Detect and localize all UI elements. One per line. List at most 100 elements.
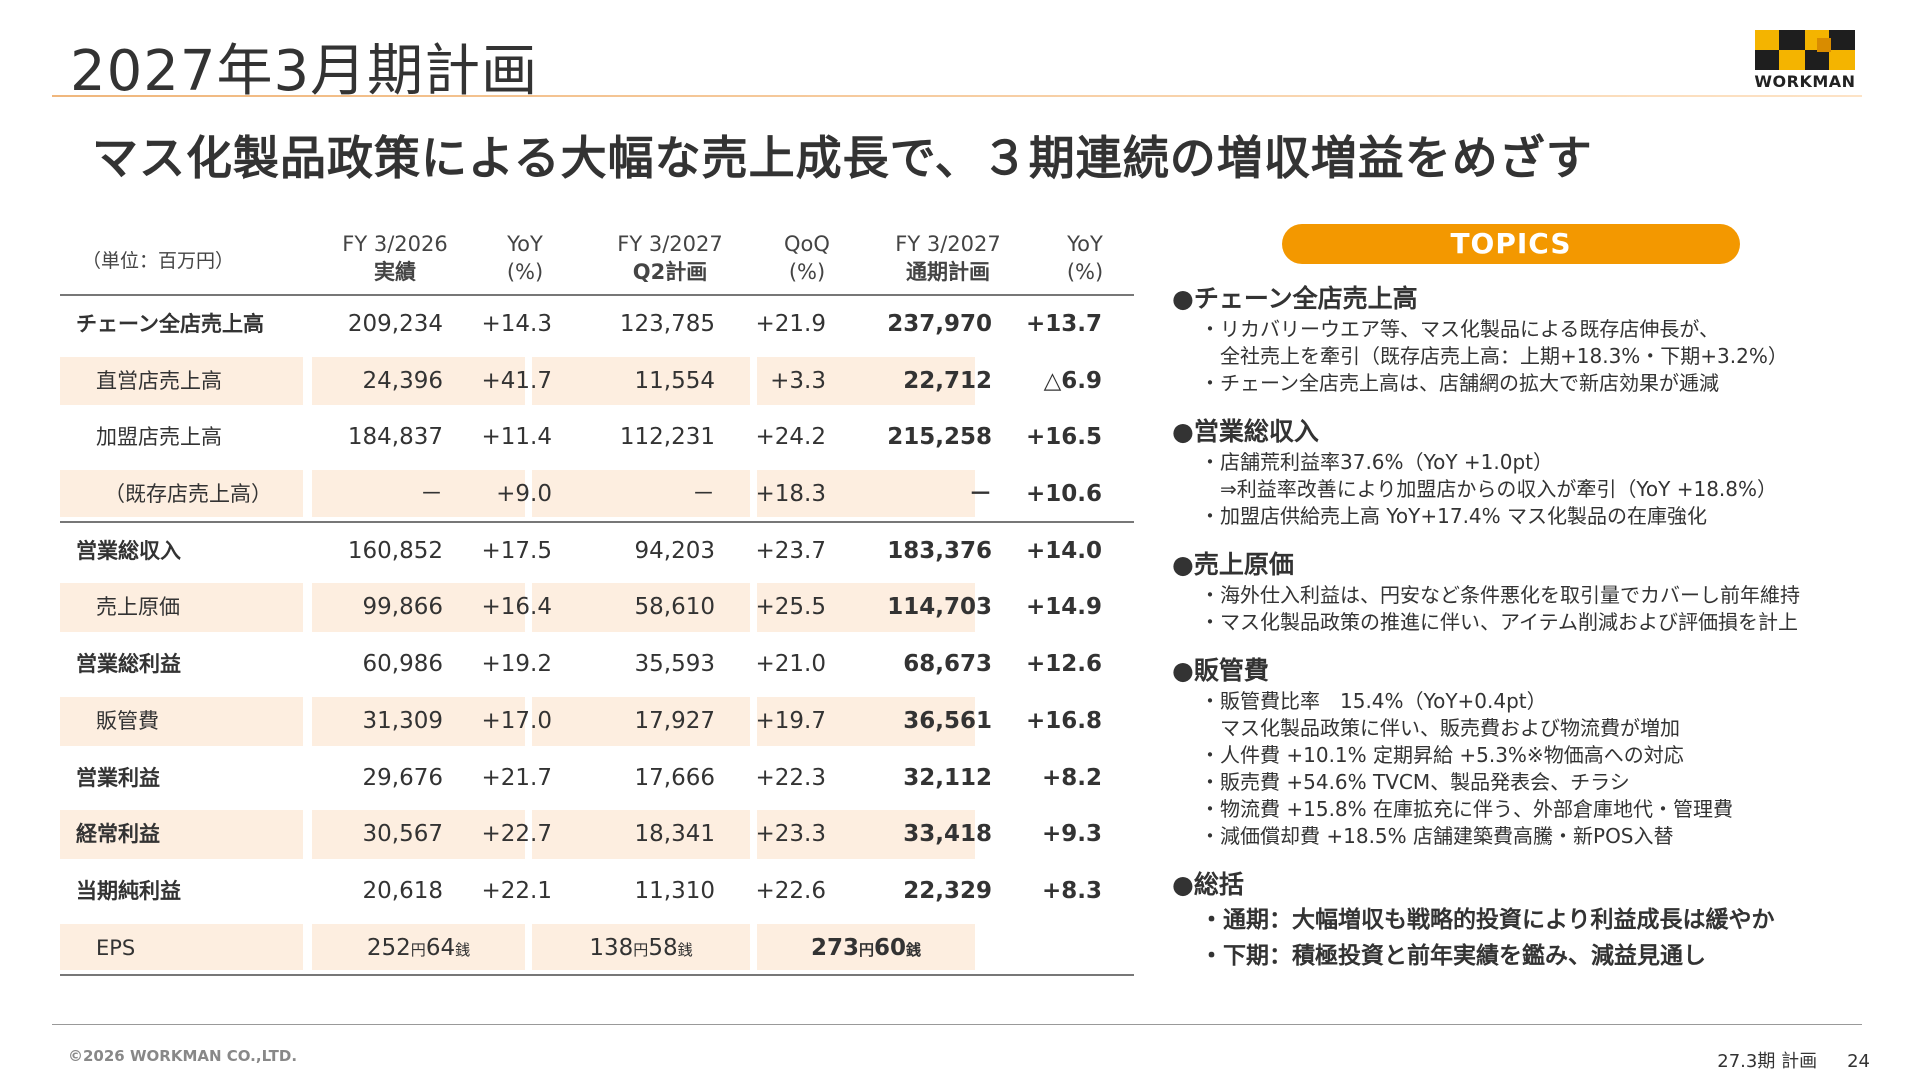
cell-c1: 20,618 [362, 877, 443, 904]
table-row: 加盟店売上高 184,837 +11.4 112,231 +24.2 215,258 +16… [60, 409, 1134, 466]
cell-c4: +22.3 [755, 764, 826, 791]
topic-heading: ●販管費 [1172, 656, 1269, 685]
header-fy2026: FY 3/2026 実績 [342, 232, 448, 284]
cell-c5: 68,673 [903, 651, 992, 678]
table-row: （既存店売上高） － +9.0 － +18.3 － +10.6 [60, 466, 1134, 523]
topic-heading: ●チェーン全店売上高 [1172, 284, 1418, 313]
eps-value-v1: 252円64銭 [312, 920, 525, 978]
cell-c2: +41.7 [481, 367, 552, 394]
cell-c4: +21.0 [755, 651, 826, 678]
eps-label: EPS [96, 935, 136, 960]
eps-unit: 円 [633, 940, 649, 959]
topic-heading: ●売上原価 [1172, 550, 1294, 579]
cell-c4: +23.3 [755, 821, 826, 848]
cell-c5: 183,376 [887, 537, 992, 564]
row-shade [312, 810, 525, 859]
cell-c4: +25.5 [755, 594, 826, 621]
topic-line: ・チェーン全店売上高は、店舗網の拡大で新店効果が逓減 [1200, 371, 1719, 395]
eps-value-v2: 138円58銭 [532, 920, 750, 978]
row-shade [757, 696, 975, 746]
cell-c2: +19.2 [481, 651, 552, 678]
footer-rule [52, 1024, 1862, 1025]
row-shade [757, 583, 975, 633]
table-row: 営業総収入 160,852 +17.5 94,203 +23.7 183,376 +14.0 [60, 523, 1134, 580]
cell-c5: － [969, 481, 992, 508]
row-shade [532, 583, 750, 633]
row-label: 当期純利益 [76, 878, 181, 903]
eps-number: 252 [366, 934, 411, 961]
headline: マス化製品政策による大幅な売上成長で、３期連続の増収増益をめざす [92, 131, 1593, 185]
topics-title: TOPICS [1282, 224, 1740, 264]
row-shade [312, 470, 525, 517]
row-shade [312, 696, 525, 746]
cell-c4: +22.6 [755, 877, 826, 904]
row-label: （既存店売上高） [104, 482, 272, 507]
cell-c6: +16.5 [1025, 424, 1102, 451]
header-qoq: QoQ (%) [784, 232, 830, 284]
cell-c2: +17.0 [481, 707, 552, 734]
eps-number: 273 [810, 934, 859, 961]
table-row: 当期純利益 20,618 +22.1 11,310 +22.6 22,329 +8.3 [60, 863, 1134, 920]
topic-line: ・加盟店供給売上高 YoY+17.4% マス化製品の在庫強化 [1200, 504, 1708, 528]
cell-c4: +24.2 [755, 424, 826, 451]
topic-section: ●チェーン全店売上高 ・リカバリーウエア等、マス化製品による既存店伸長が、 全社売… [1172, 282, 1892, 397]
eps-value-v3: 273円60銭 [757, 920, 975, 978]
table-row: 経常利益 30,567 +22.7 18,341 +23.3 33,418 +9.3 [60, 806, 1134, 863]
topic-line: ・店舗荒利益率37.6%（YoY +1.0pt） [1200, 450, 1554, 474]
row-label: 販管費 [96, 708, 159, 733]
cell-c3: 58,610 [634, 594, 715, 621]
row-label: 加盟店売上高 [96, 425, 222, 450]
table-row: 営業総利益 60,986 +19.2 35,593 +21.0 68,673 +12.6 [60, 636, 1134, 693]
topic-line: ⇒利益率改善により加盟店からの収入が牽引（YoY +18.8%） [1200, 477, 1778, 501]
topic-section: ●売上原価 ・海外仕入利益は、円安など条件悪化を取引量でカバーし前年維持 ・マス化製… [1172, 548, 1892, 636]
cell-c6: +8.3 [1041, 877, 1102, 904]
cell-c5: 32,112 [903, 764, 992, 791]
header-fy2027-full: FY 3/2027 通期計画 [895, 232, 1001, 284]
table-row: 売上原価 99,866 +16.4 58,610 +25.5 114,703 +14.9 [60, 579, 1134, 636]
cell-c1: 209,234 [347, 311, 443, 337]
cell-c1: 184,837 [347, 424, 443, 451]
header-yoy-2: YoY (%) [1066, 232, 1104, 284]
table-header: （単位：百万円） FY 3/2026 実績 YoY (%) FY 3/2027 Q2計… [60, 222, 1134, 296]
topic-summary-line: ・下期：積極投資と前年実績を鑑み、減益見通し [1200, 943, 1706, 969]
copyright: ©2026 WORKMAN CO.,LTD. [68, 1047, 298, 1065]
row-shade [312, 923, 525, 971]
topic-line: マス化製品政策に伴い、販売費および物流費が増加 [1200, 716, 1680, 740]
eps-number: 64 [425, 934, 456, 961]
cell-c4: +21.9 [755, 311, 826, 337]
cell-c3: － [692, 481, 715, 508]
cell-c6: +14.9 [1025, 594, 1102, 621]
cell-c4: +19.7 [755, 707, 826, 734]
cell-c2: +22.1 [481, 877, 552, 904]
topic-heading: ●営業総収入 [1172, 417, 1319, 446]
cell-c6: +14.0 [1025, 537, 1102, 564]
topic-line: ・販売費 +54.6% TVCM、製品発表会、チラシ [1200, 770, 1630, 794]
row-label: 営業利益 [76, 765, 160, 790]
cell-c5: 215,258 [887, 424, 992, 451]
row-shade [312, 583, 525, 633]
cell-c6: +16.8 [1025, 707, 1102, 734]
cell-c1: － [420, 481, 443, 508]
cell-c2: +14.3 [481, 311, 552, 337]
topic-section: ●総括 ・通期：大幅増収も戦略的投資により利益成長は緩やか ・下期：積極投資と前年実… [1172, 868, 1892, 974]
header-yoy-1: YoY (%) [506, 232, 544, 284]
cell-c5: 36,561 [903, 707, 992, 734]
cell-c5: 33,418 [903, 821, 992, 848]
topic-line: ・海外仕入利益は、円安など条件悪化を取引量でカバーし前年維持 [1200, 583, 1800, 607]
row-label: 直営店売上高 [96, 368, 222, 393]
cell-c4: +3.3 [770, 367, 826, 394]
cell-c3: 17,666 [634, 764, 715, 791]
table-row: 販管費 31,309 +17.0 17,927 +19.7 36,561 +16.8 [60, 693, 1134, 750]
row-shade [532, 356, 750, 406]
cell-c3: 18,341 [634, 821, 715, 848]
topic-section: ●営業総収入・店舗荒利益率37.6%（YoY +1.0pt） ⇒利益率改善により… [1172, 415, 1892, 530]
cell-c2: +11.4 [481, 424, 552, 451]
cell-c2: +17.5 [481, 537, 552, 564]
eps-unit: 銭 [677, 940, 693, 959]
cell-c5: 22,712 [903, 367, 992, 394]
cell-c6: △6.9 [1043, 367, 1102, 394]
cell-c2: +16.4 [481, 594, 552, 621]
cell-c3: 11,554 [634, 367, 715, 394]
row-shade [757, 470, 975, 517]
cell-c3: 11,310 [634, 877, 715, 904]
